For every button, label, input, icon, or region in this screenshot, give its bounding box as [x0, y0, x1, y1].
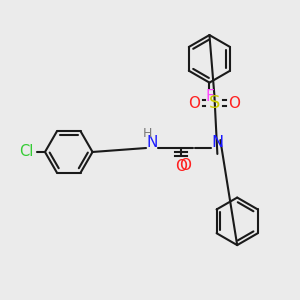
Text: O: O — [179, 158, 191, 173]
Text: O: O — [175, 159, 187, 174]
Text: O: O — [189, 96, 201, 111]
Text: N: N — [146, 135, 158, 150]
Text: S: S — [209, 94, 220, 112]
Text: Cl: Cl — [19, 145, 33, 160]
Text: O: O — [228, 96, 240, 111]
Text: N: N — [211, 135, 224, 150]
Text: F: F — [205, 89, 214, 104]
Text: H: H — [142, 127, 152, 140]
